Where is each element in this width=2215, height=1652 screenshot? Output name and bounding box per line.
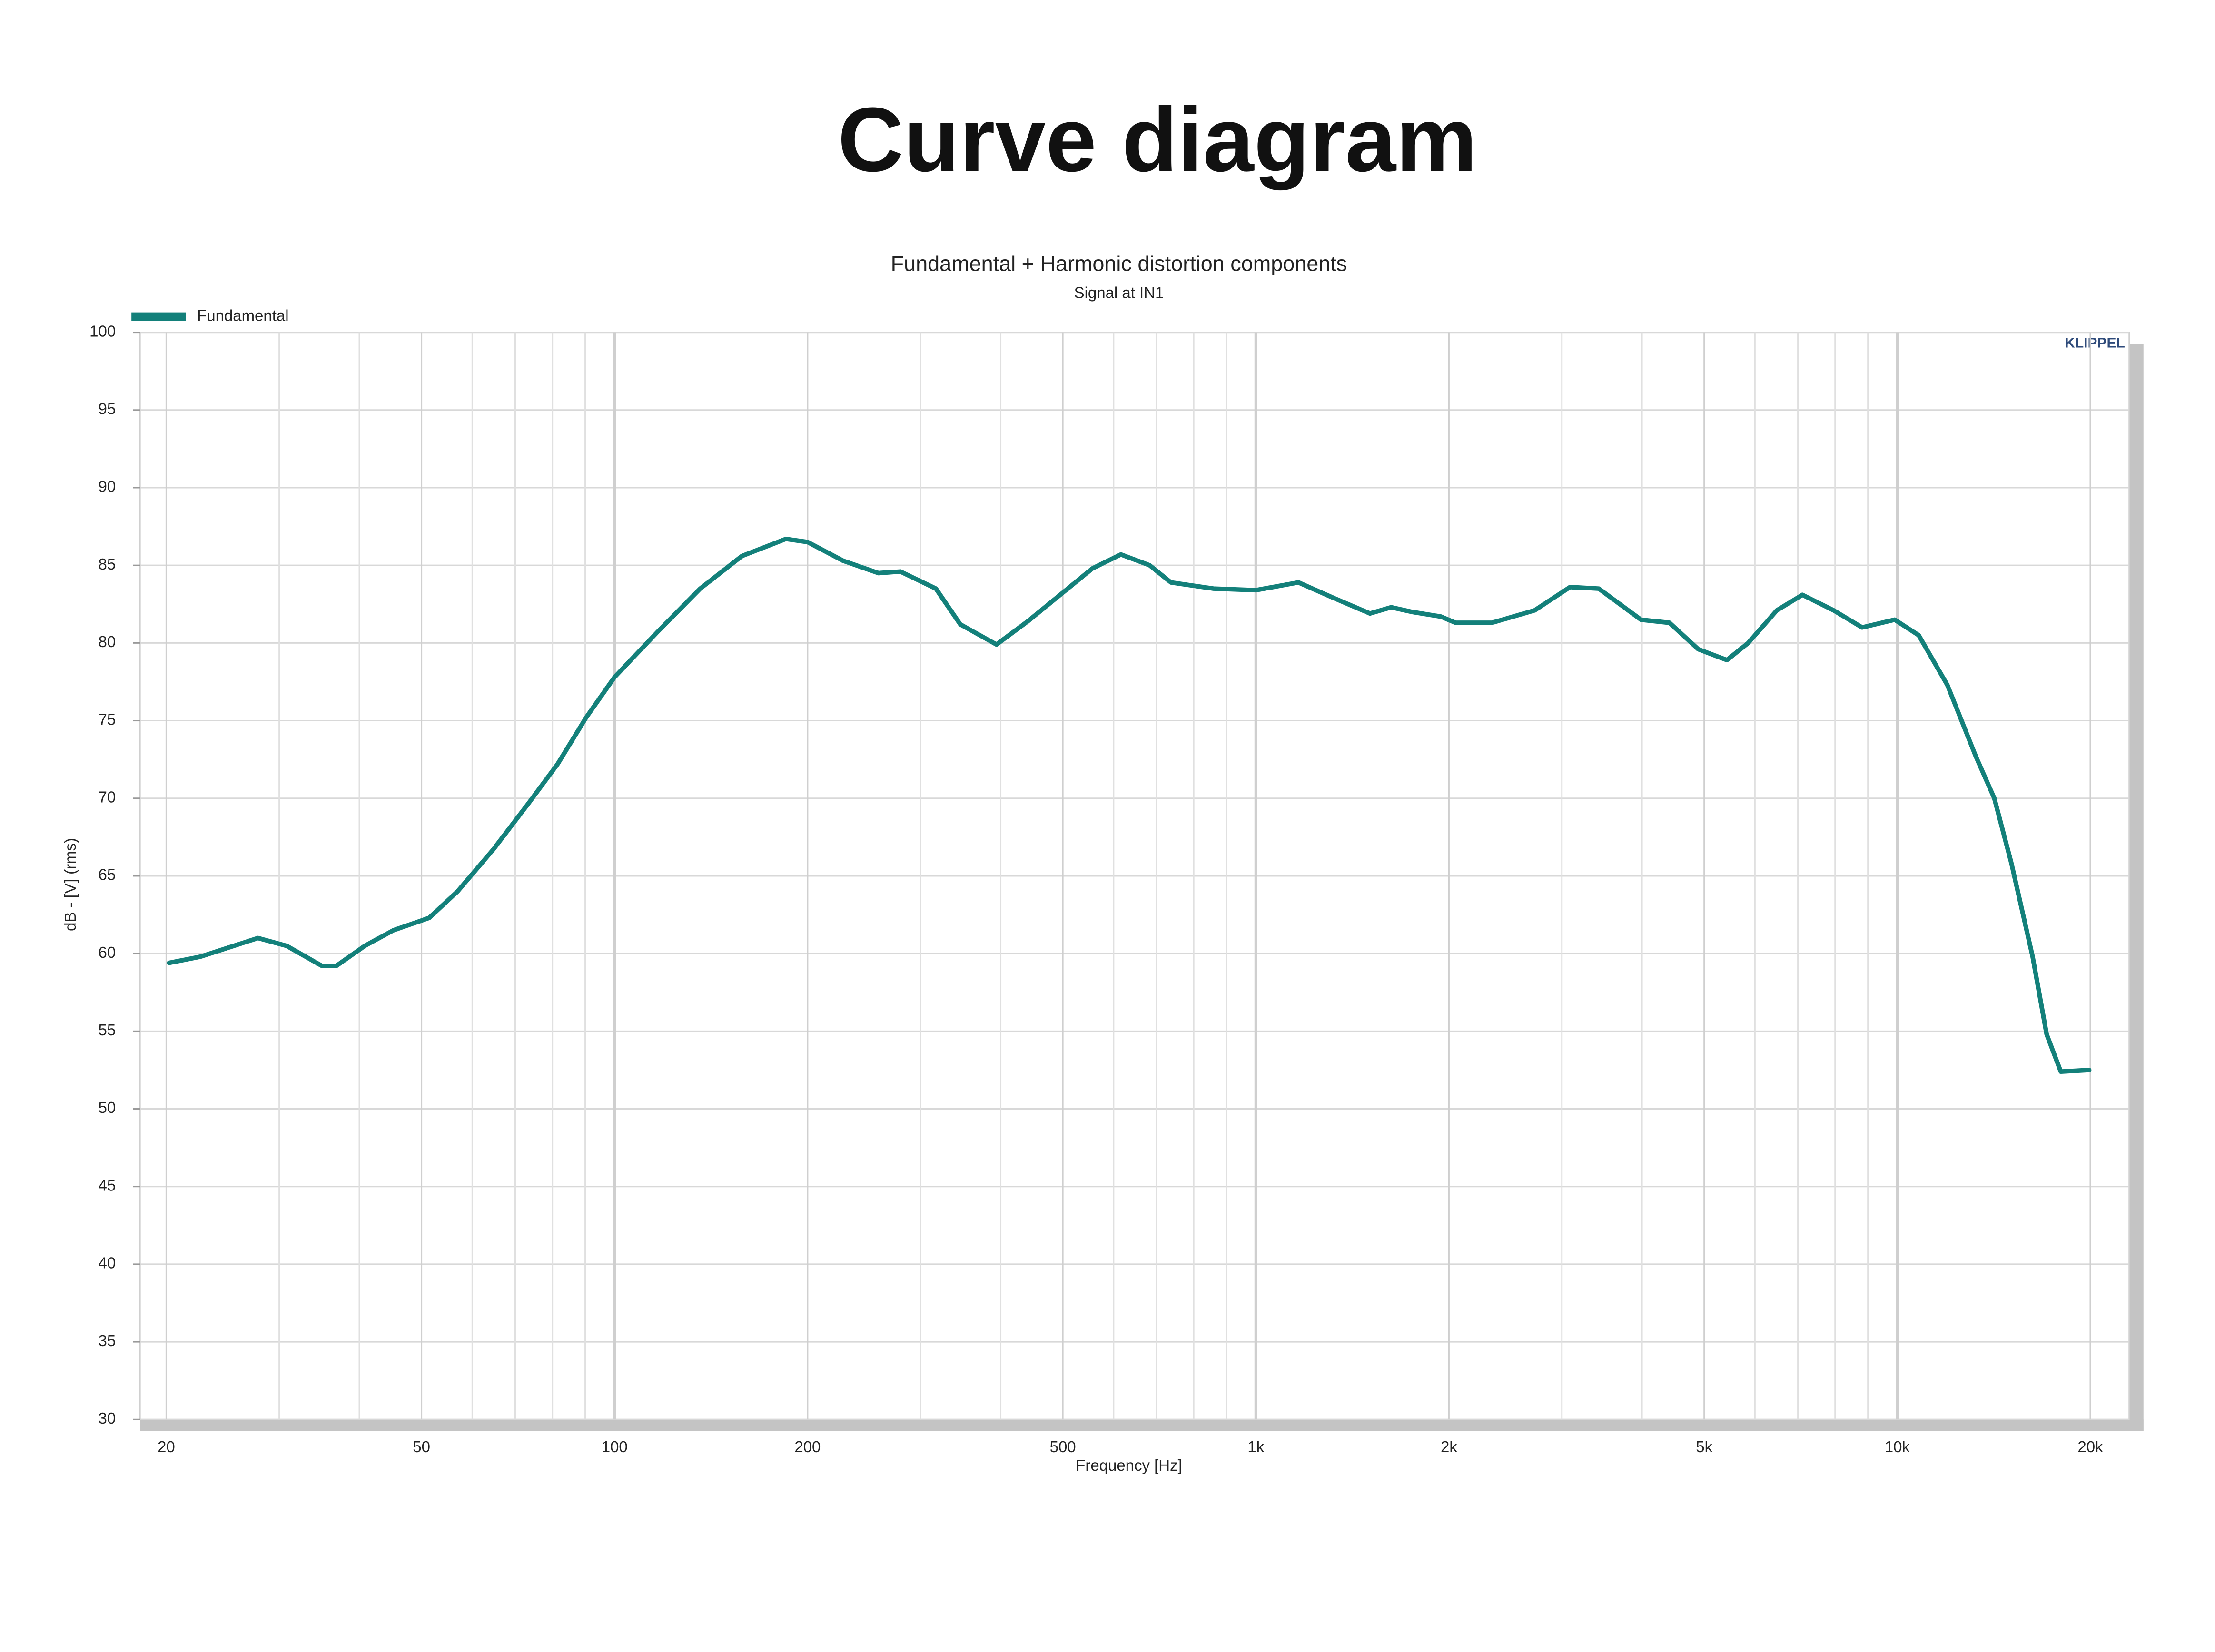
x-axis-label: Frequency [Hz] <box>1076 1456 1182 1474</box>
y-tick-label: 85 <box>99 555 116 573</box>
y-tick-label: 75 <box>99 710 116 728</box>
chart-subtitle: Signal at IN1 <box>1074 284 1164 301</box>
y-tick-label: 55 <box>99 1021 116 1039</box>
data-line <box>167 536 2092 1074</box>
x-tick-label: 100 <box>602 1438 628 1455</box>
x-tick-label: 500 <box>1050 1438 1076 1455</box>
x-tick-label: 50 <box>413 1438 430 1455</box>
y-tick-label: 60 <box>99 944 116 961</box>
x-tick-label: 20 <box>158 1438 175 1455</box>
y-tick-label: 50 <box>99 1099 116 1116</box>
brand: KLIPPEL <box>2065 335 2125 351</box>
x-tick-label: 2k <box>1441 1438 1457 1455</box>
x-tick-label: 20k <box>2077 1438 2103 1455</box>
x-tick-label: 200 <box>794 1438 821 1455</box>
x-tick-label: 10k <box>1885 1438 1910 1455</box>
y-tick-label: 40 <box>99 1254 116 1272</box>
x-tick-label: 1k <box>1247 1438 1264 1455</box>
y-tick-label: 80 <box>99 633 116 650</box>
legend-swatch <box>131 312 186 321</box>
frame-shadow <box>140 1419 2144 1431</box>
y-tick-label: 95 <box>99 400 116 418</box>
y-tick-label: 70 <box>99 788 116 806</box>
y-tick-label: 90 <box>99 478 116 495</box>
y-axis-label: dB - [V] (rms) <box>61 838 79 931</box>
x-tick-label: 5k <box>1696 1438 1712 1455</box>
y-tick-label: 45 <box>99 1176 116 1194</box>
y-tick-label: 35 <box>99 1332 116 1349</box>
y-tick-label: 30 <box>99 1409 116 1427</box>
y-tick-label: 100 <box>89 322 116 340</box>
frame-shadow <box>2129 344 2144 1431</box>
legend-label: Fundamental <box>197 306 288 324</box>
page-header: Curve diagram <box>838 88 1477 191</box>
chart-title: Fundamental + Harmonic distortion compon… <box>891 252 1347 276</box>
y-tick-label: 65 <box>99 866 116 884</box>
